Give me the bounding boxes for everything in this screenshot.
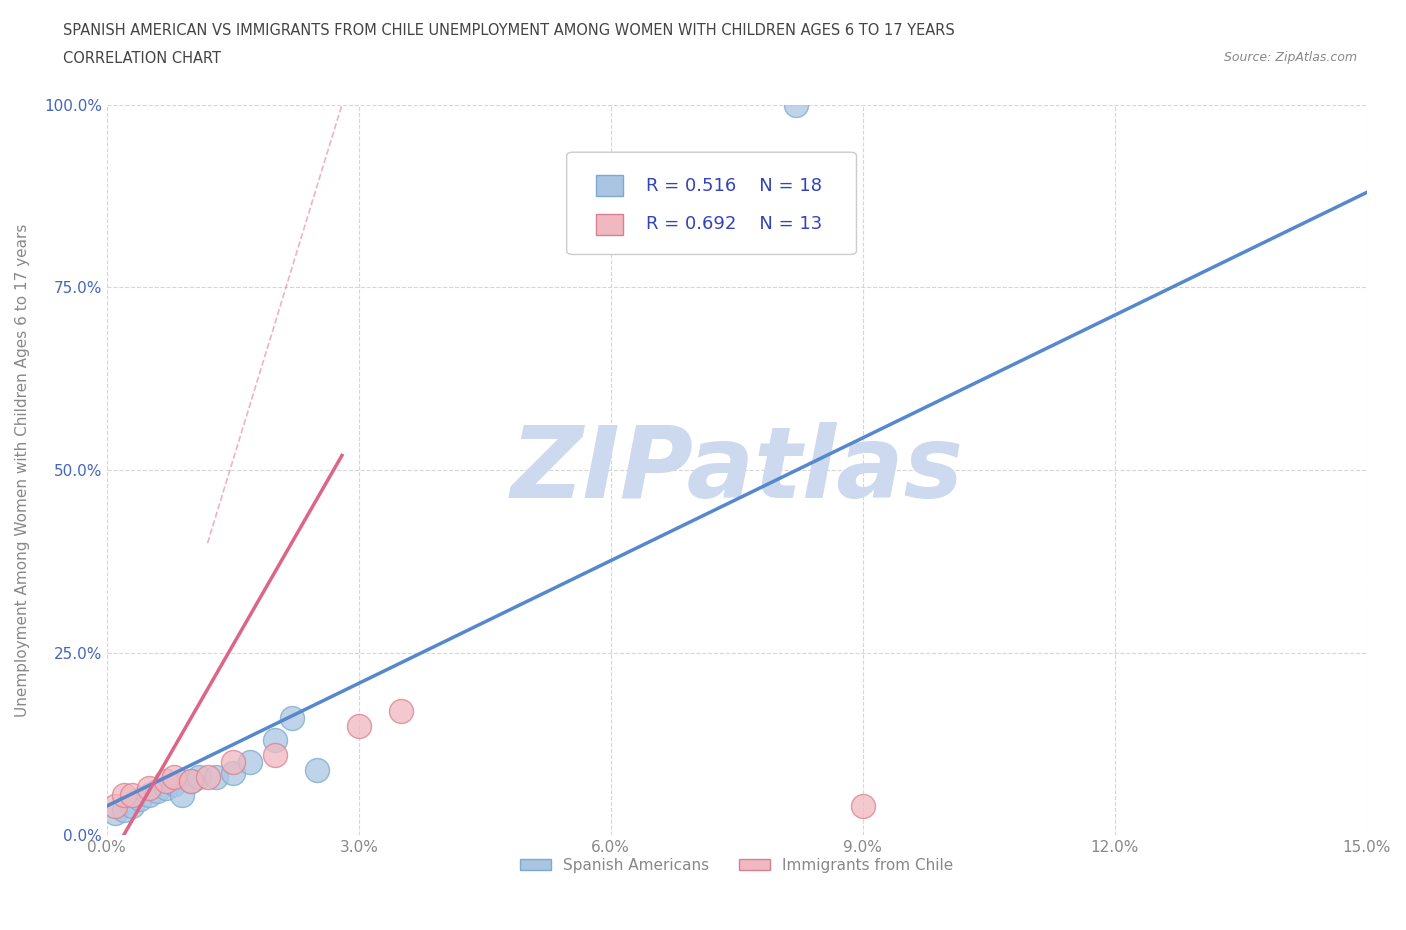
Point <box>138 780 160 795</box>
Point <box>222 755 245 770</box>
Point <box>305 762 328 777</box>
FancyBboxPatch shape <box>567 153 856 255</box>
Point <box>104 806 127 821</box>
Point <box>205 769 228 784</box>
Point <box>129 791 152 806</box>
Point <box>112 788 135 803</box>
Point <box>104 799 127 814</box>
Y-axis label: Unemployment Among Women with Children Ages 6 to 17 years: Unemployment Among Women with Children A… <box>15 223 30 717</box>
Point <box>121 799 143 814</box>
Point <box>155 773 177 788</box>
Point <box>163 777 186 791</box>
Point <box>112 803 135 817</box>
Legend: Spanish Americans, Immigrants from Chile: Spanish Americans, Immigrants from Chile <box>515 852 960 879</box>
Text: R = 0.692    N = 13: R = 0.692 N = 13 <box>645 216 823 233</box>
Text: R = 0.516    N = 18: R = 0.516 N = 18 <box>645 177 823 194</box>
Text: SPANISH AMERICAN VS IMMIGRANTS FROM CHILE UNEMPLOYMENT AMONG WOMEN WITH CHILDREN: SPANISH AMERICAN VS IMMIGRANTS FROM CHIL… <box>63 23 955 38</box>
Point <box>852 799 875 814</box>
Point <box>347 718 370 733</box>
Point <box>163 769 186 784</box>
Text: Source: ZipAtlas.com: Source: ZipAtlas.com <box>1223 51 1357 64</box>
Point <box>188 769 211 784</box>
Point <box>263 748 285 763</box>
Point <box>155 780 177 795</box>
Point <box>263 733 285 748</box>
Point <box>785 98 807 113</box>
Point <box>389 704 412 719</box>
Point <box>180 773 202 788</box>
Point <box>172 788 194 803</box>
Point <box>280 711 302 725</box>
Text: CORRELATION CHART: CORRELATION CHART <box>63 51 221 66</box>
Point <box>121 788 143 803</box>
FancyBboxPatch shape <box>596 175 623 196</box>
Point <box>146 784 169 799</box>
Point <box>197 769 219 784</box>
Point <box>138 788 160 803</box>
Text: ZIPatlas: ZIPatlas <box>510 421 963 519</box>
Point <box>180 773 202 788</box>
Point <box>238 755 260 770</box>
FancyBboxPatch shape <box>596 214 623 234</box>
Point <box>222 765 245 780</box>
